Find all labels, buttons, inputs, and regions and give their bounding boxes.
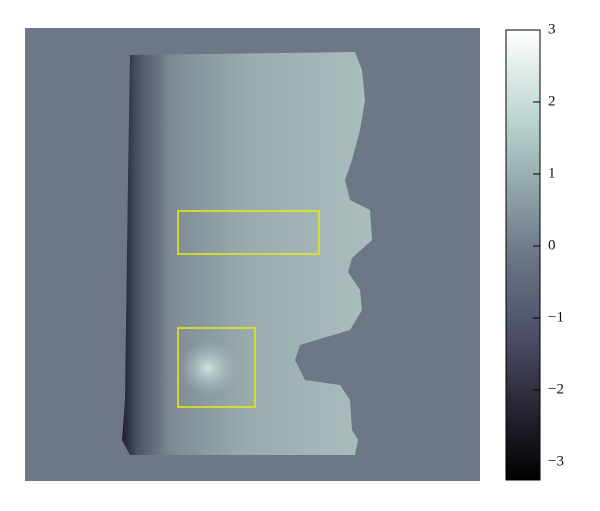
colorbar-tick-label: 1 (548, 165, 556, 181)
colorbar-tick-label: 0 (548, 237, 556, 253)
colorbar-tick-label: −2 (548, 381, 564, 397)
colorbar-tick-label: 3 (548, 21, 556, 37)
colorbar-tick-label: 2 (548, 93, 556, 109)
roi-box (177, 210, 320, 255)
colorbar (505, 29, 541, 481)
colorbar-tick-label: −3 (548, 453, 564, 469)
highlight (178, 340, 238, 396)
roi-box (177, 327, 256, 408)
colorbar-tick-label: −1 (548, 309, 564, 325)
